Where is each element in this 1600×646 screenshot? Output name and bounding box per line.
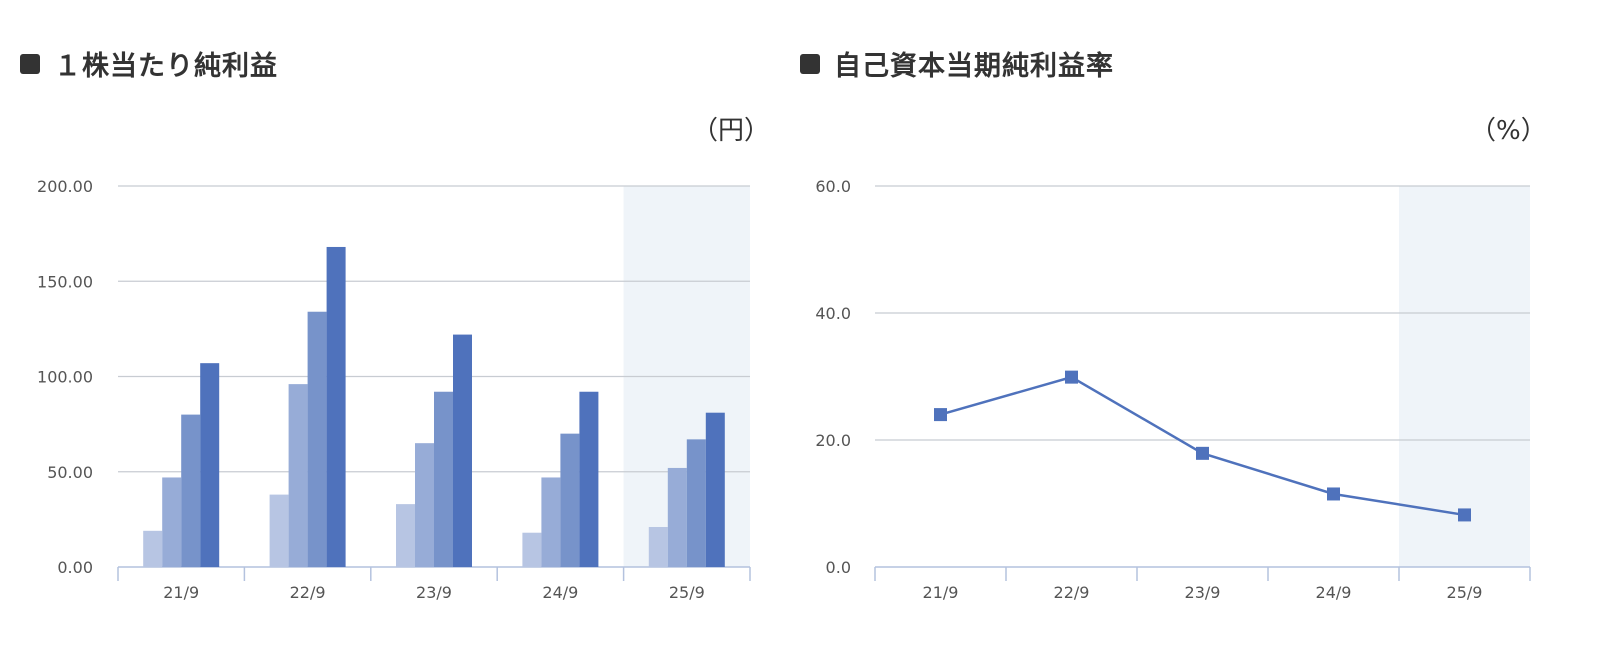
bar bbox=[307, 311, 327, 567]
eps-chart-panel: １株当たり純利益 （円） 0.00 50.00 100.00 150.00 200.00… bbox=[0, 0, 780, 646]
bar bbox=[162, 477, 182, 567]
bar bbox=[200, 363, 220, 567]
roe-chart-panel: 自己資本当期純利益率 （%） 0.0 20.0 40.0 60.0 21/9 22/9 23… bbox=[800, 0, 1600, 646]
roe-chart-title: 自己資本当期純利益率 bbox=[834, 51, 1114, 82]
bar bbox=[434, 391, 453, 567]
eps-bar-chart: 0.00 50.00 100.00 150.00 200.00 21/9 22/9 23/9 2… bbox=[37, 177, 751, 602]
roe-unit-label: （%） bbox=[1470, 116, 1547, 146]
data-point-marker bbox=[1065, 370, 1078, 384]
bar bbox=[667, 467, 687, 567]
bar bbox=[269, 494, 289, 567]
square-bullet-icon bbox=[800, 53, 820, 74]
forecast-highlight-band bbox=[1399, 186, 1530, 567]
bar bbox=[326, 246, 346, 567]
bar bbox=[453, 334, 472, 567]
y-tick-label: 0.00 bbox=[57, 558, 93, 577]
x-tick-label: 25/9 bbox=[1447, 583, 1483, 602]
x-tick-label: 21/9 bbox=[923, 583, 959, 602]
x-tick-label: 23/9 bbox=[416, 583, 452, 602]
x-tick-label: 22/9 bbox=[1054, 583, 1090, 602]
y-tick-label: 200.00 bbox=[37, 177, 93, 196]
y-tick-label: 20.0 bbox=[815, 431, 851, 450]
data-point-marker bbox=[1458, 508, 1471, 522]
square-bullet-icon bbox=[20, 53, 40, 74]
bar bbox=[143, 530, 163, 567]
x-tick-label: 24/9 bbox=[542, 583, 578, 602]
y-tick-label: 100.00 bbox=[37, 368, 93, 387]
eps-chart-title-row: １株当たり純利益 bbox=[20, 44, 278, 83]
bar bbox=[181, 414, 201, 567]
bar bbox=[541, 477, 561, 567]
series-line bbox=[940, 375, 1465, 517]
eps-chart-title: １株当たり純利益 bbox=[54, 51, 278, 82]
roe-chart-title-row: 自己資本当期純利益率 bbox=[800, 44, 1114, 83]
x-tick-label: 24/9 bbox=[1316, 583, 1352, 602]
eps-unit-label: （円） bbox=[692, 116, 771, 146]
bar bbox=[415, 443, 434, 567]
x-tick-label: 21/9 bbox=[163, 583, 199, 602]
x-tick-label: 23/9 bbox=[1185, 583, 1221, 602]
y-tick-label: 60.0 bbox=[815, 177, 851, 196]
bar bbox=[705, 412, 725, 567]
y-tick-label: 0.0 bbox=[826, 558, 851, 577]
bar bbox=[560, 433, 580, 567]
data-point-marker bbox=[934, 408, 947, 422]
y-tick-label: 40.0 bbox=[815, 304, 851, 323]
bar bbox=[579, 391, 599, 567]
x-tick-label: 25/9 bbox=[669, 583, 705, 602]
bar bbox=[396, 504, 415, 567]
bar bbox=[686, 439, 706, 567]
bar bbox=[648, 526, 668, 567]
y-tick-label: 150.00 bbox=[37, 272, 93, 291]
bar bbox=[288, 384, 308, 567]
bar bbox=[522, 532, 542, 567]
data-point-marker bbox=[1327, 487, 1340, 501]
x-tick-label: 22/9 bbox=[290, 583, 326, 602]
roe-line-chart: 0.0 20.0 40.0 60.0 21/9 22/9 23/9 24/9 25/9 bbox=[815, 177, 1531, 602]
data-point-marker bbox=[1196, 446, 1209, 460]
y-tick-label: 50.00 bbox=[47, 463, 93, 482]
